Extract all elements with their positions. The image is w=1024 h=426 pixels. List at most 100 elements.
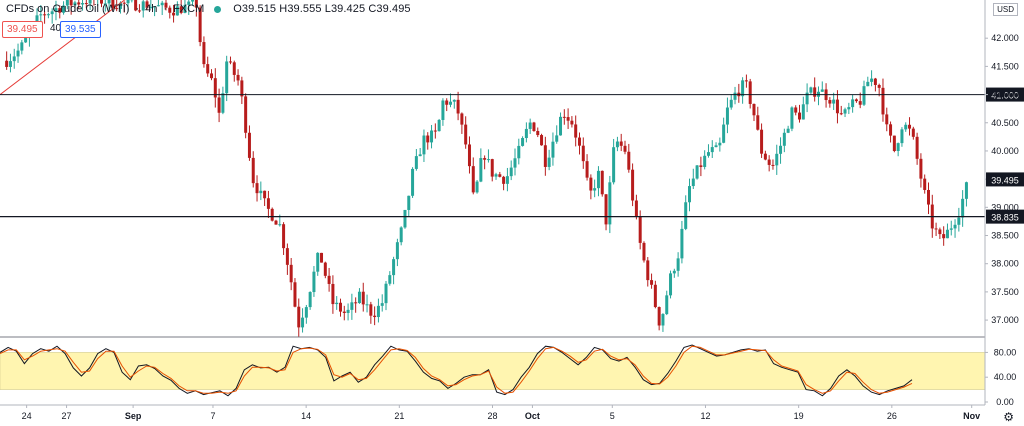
candle-body xyxy=(350,302,354,310)
candle-body xyxy=(760,129,764,154)
candle-body xyxy=(323,262,327,276)
candle-body xyxy=(881,87,885,115)
candle-body xyxy=(752,103,756,116)
candle-body xyxy=(562,116,566,118)
candle-body xyxy=(551,141,555,158)
gear-icon[interactable]: ⚙ xyxy=(1003,410,1014,424)
candle-body xyxy=(320,252,324,263)
candle-body xyxy=(122,2,126,4)
candle-body xyxy=(399,227,403,243)
candle-body xyxy=(263,190,267,199)
candle-body xyxy=(418,154,422,157)
candle-body xyxy=(221,93,225,113)
time-tick-label: 19 xyxy=(794,411,804,421)
candle-body xyxy=(58,8,62,13)
candle-body xyxy=(103,3,107,5)
candle-body xyxy=(84,3,88,5)
candle-body xyxy=(369,304,373,316)
level-label-bg xyxy=(986,87,1024,102)
buy-price-button[interactable]: 39.535 xyxy=(60,21,101,38)
candle-body xyxy=(225,61,229,94)
candle-body xyxy=(118,2,122,9)
candle-body xyxy=(638,216,642,243)
candle-body xyxy=(471,166,475,193)
candle-body xyxy=(502,176,506,184)
candle-body xyxy=(50,11,54,15)
candle-body xyxy=(228,61,232,63)
price-pane xyxy=(0,0,985,338)
candle-body xyxy=(540,135,544,146)
candle-body xyxy=(187,1,191,5)
price-tick-label: 37.000 xyxy=(991,315,1019,325)
candle-body xyxy=(634,200,638,217)
candle-body xyxy=(612,147,616,183)
candle-body xyxy=(308,292,312,308)
candle-body xyxy=(828,100,832,104)
candle-body xyxy=(183,4,187,13)
candle-body xyxy=(479,158,483,182)
candle-body xyxy=(744,80,748,82)
candle-body xyxy=(854,99,858,102)
candle-body xyxy=(464,124,468,145)
candle-body xyxy=(835,99,839,114)
currency-label[interactable]: USD xyxy=(993,3,1018,16)
candle-body xyxy=(805,92,809,105)
candle-body xyxy=(619,141,623,146)
price-tick-label: 39.000 xyxy=(991,202,1019,212)
candle-body xyxy=(164,2,168,8)
level-label: 41.000 xyxy=(991,91,1019,101)
candle-body xyxy=(460,113,464,125)
candle-body xyxy=(137,10,141,12)
candle-body xyxy=(680,228,684,259)
candle-body xyxy=(77,2,81,5)
candle-body xyxy=(35,15,39,24)
candle-body xyxy=(498,174,502,177)
candle-body xyxy=(54,8,58,12)
candle-body xyxy=(483,158,487,160)
candle-body xyxy=(134,0,138,11)
candle-body xyxy=(278,224,282,226)
sell-price-button[interactable]: 39.495 xyxy=(2,21,43,38)
candles xyxy=(5,0,968,338)
candle-body xyxy=(338,302,342,312)
time-tick-label: Nov xyxy=(963,411,980,421)
candle-body xyxy=(748,81,752,104)
candle-body xyxy=(331,283,335,305)
candle-body xyxy=(722,124,726,143)
candle-body xyxy=(69,0,73,6)
candle-body xyxy=(65,0,69,6)
candle-body xyxy=(892,135,896,151)
candle-body xyxy=(953,224,957,229)
last-price-bg xyxy=(986,172,1024,187)
candle-body xyxy=(392,259,396,276)
candle-body xyxy=(8,61,12,67)
symbol-name[interactable]: CFDs on Crude Oil (WTI) xyxy=(6,3,130,15)
candle-body xyxy=(642,242,646,261)
price-tick-label: 37.500 xyxy=(991,287,1019,297)
price-tick-label: 41.500 xyxy=(991,61,1019,71)
candle-body xyxy=(452,99,456,102)
candle-body xyxy=(12,56,16,62)
spread-value: 40 xyxy=(50,23,62,34)
stochastic-pane xyxy=(0,344,986,397)
candle-body xyxy=(475,181,479,193)
candle-body xyxy=(596,170,600,189)
candle-body xyxy=(505,176,509,184)
candle-body xyxy=(513,158,517,168)
candle-body xyxy=(904,124,908,130)
candle-body xyxy=(494,174,498,177)
interval[interactable]: 4h xyxy=(145,3,158,15)
candle-body xyxy=(73,2,77,6)
candle-body xyxy=(411,168,415,196)
candle-body xyxy=(316,252,320,272)
candle-body xyxy=(786,128,790,133)
candle-body xyxy=(589,177,593,191)
candle-body xyxy=(247,132,251,158)
candle-body xyxy=(706,152,710,156)
candle-body xyxy=(820,89,824,92)
candle-body xyxy=(335,302,339,305)
price-tick-label: 38.000 xyxy=(991,259,1019,269)
candle-body xyxy=(282,224,286,249)
candle-body xyxy=(839,113,843,115)
candle-body xyxy=(703,155,707,167)
